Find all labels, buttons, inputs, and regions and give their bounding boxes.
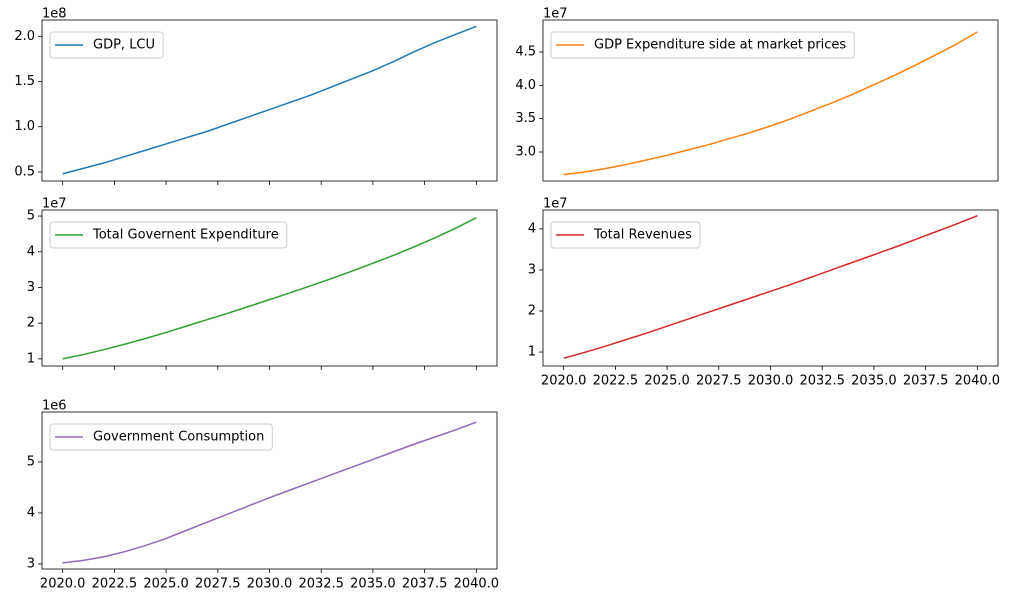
y-tick-label: 5 xyxy=(27,454,35,469)
x-tick-label: 2025.0 xyxy=(644,374,690,389)
x-tick-label: 2040.0 xyxy=(454,577,500,592)
y-tick-label: 4.0 xyxy=(515,78,536,93)
y-tick-label: 2.0 xyxy=(14,29,35,44)
legend: Total Revenues xyxy=(550,221,701,249)
subplot: 1 2 3 4 5 1e7 Total Governent Expenditure xyxy=(27,197,498,370)
legend-label: Total Revenues xyxy=(593,228,692,243)
x-tick-label: 2037.5 xyxy=(903,374,949,389)
series-line xyxy=(563,31,978,176)
x-tick-label: 2030.0 xyxy=(748,374,794,389)
legend: GDP Expenditure side at market prices xyxy=(550,31,855,59)
y-tick-label: 3.5 xyxy=(515,111,536,126)
x-tick-label: 2022.5 xyxy=(92,577,138,592)
y-tick-label: 1 xyxy=(27,351,35,366)
offset-text: 1e8 xyxy=(42,7,67,22)
series-line xyxy=(62,217,477,360)
offset-text: 1e7 xyxy=(42,197,67,212)
y-tick-label: 1 xyxy=(528,345,536,360)
legend-label: Government Consumption xyxy=(93,430,264,445)
x-tick-label: 2022.5 xyxy=(593,374,639,389)
legend-label: GDP, LCU xyxy=(93,38,155,53)
y-tick-label: 4 xyxy=(27,505,35,520)
y-tick-label: 1.5 xyxy=(14,74,35,89)
legend-frame xyxy=(550,31,855,59)
y-tick-label: 5 xyxy=(27,209,35,224)
axes-frame xyxy=(542,19,999,182)
y-tick-label: 4 xyxy=(528,221,536,236)
x-tick-label: 2027.5 xyxy=(195,577,241,592)
legend: GDP, LCU xyxy=(49,31,164,59)
x-tick-label: 2035.0 xyxy=(851,374,897,389)
x-tick-label: 2040.0 xyxy=(955,374,1001,389)
x-tick-label: 2020.0 xyxy=(40,577,86,592)
x-tick-label: 2025.0 xyxy=(143,577,189,592)
offset-text: 1e7 xyxy=(543,197,568,212)
legend: Total Governent Expenditure xyxy=(49,221,288,249)
offset-text: 1e6 xyxy=(42,399,67,414)
subplot: 1 2 3 4 2020.0 2022.5 2025.0 2027.5 2030.0 2032.5… xyxy=(528,197,1000,389)
subplot: 0.5 1.0 1.5 2.0 1e8 GDP, LCU xyxy=(14,7,498,185)
legend-label: GDP Expenditure side at market prices xyxy=(594,38,846,53)
legend: Government Consumption xyxy=(49,423,273,451)
legend-frame xyxy=(49,31,164,59)
y-tick-label: 2 xyxy=(528,303,536,318)
y-tick-label: 3 xyxy=(27,556,35,571)
y-tick-label: 3 xyxy=(528,262,536,277)
series-line xyxy=(62,421,477,564)
legend-frame xyxy=(550,221,701,249)
series-line xyxy=(62,25,477,175)
y-tick-label: 3 xyxy=(27,280,35,295)
y-tick-label: 0.5 xyxy=(14,164,35,179)
legend-frame xyxy=(49,221,288,249)
legend-label: Total Governent Expenditure xyxy=(92,228,279,243)
x-tick-label: 2032.5 xyxy=(799,374,845,389)
offset-text: 1e7 xyxy=(543,7,568,22)
subplot: 3.0 3.5 4.0 4.5 1e7 GDP Expenditure side at m… xyxy=(515,7,999,182)
y-tick-label: 4.5 xyxy=(515,45,536,60)
subplot: 3 4 5 2020.0 2022.5 2025.0 2027.5 2030.0 2032.5 2… xyxy=(27,399,499,592)
x-tick-label: 2035.0 xyxy=(350,577,396,592)
x-tick-label: 2027.5 xyxy=(696,374,742,389)
x-tick-label: 2020.0 xyxy=(541,374,587,389)
x-tick-label: 2032.5 xyxy=(298,577,344,592)
y-tick-label: 4 xyxy=(27,244,35,259)
y-tick-label: 3.0 xyxy=(515,145,536,160)
x-tick-label: 2037.5 xyxy=(402,577,448,592)
y-tick-label: 1.0 xyxy=(14,119,35,134)
x-tick-label: 2030.0 xyxy=(247,577,293,592)
series-line xyxy=(563,215,978,359)
legend-frame xyxy=(49,423,273,451)
y-tick-label: 2 xyxy=(27,316,35,331)
